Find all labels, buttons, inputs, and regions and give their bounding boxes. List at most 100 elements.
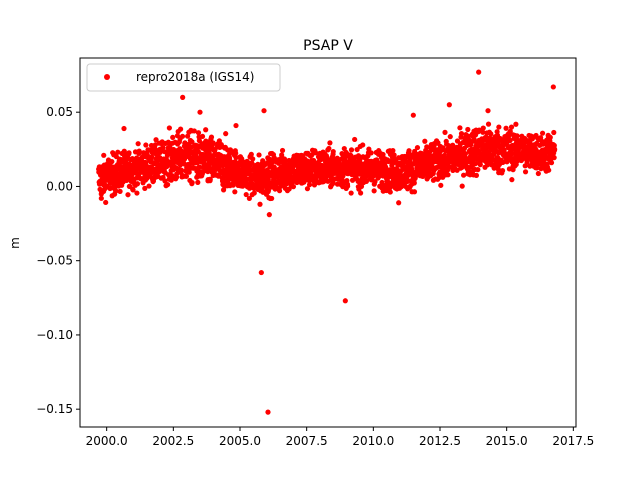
data-point [195,179,201,185]
data-point [406,148,412,154]
data-point-outlier [266,212,272,218]
data-point [507,128,513,134]
data-point [472,161,478,167]
data-point [160,144,166,151]
data-point [360,142,366,148]
data-point [546,167,552,173]
data-point-outlier [257,201,263,207]
data-point [462,151,468,157]
data-point [136,148,142,154]
data-point [438,182,444,188]
data-point-outlier [396,200,402,206]
data-point [458,130,465,137]
data-point [500,159,506,165]
data-point [514,133,520,139]
data-point [223,131,229,137]
data-point-outlier [342,298,348,304]
data-point-outlier [446,102,452,108]
data-point [447,134,453,140]
y-tick-label: 0.05 [46,105,73,119]
data-point [279,147,286,154]
data-point [162,178,168,184]
data-point [442,129,448,135]
data-point [189,139,195,145]
data-point [126,150,132,156]
data-point [551,155,557,161]
data-point [345,183,351,189]
data-point [445,172,451,178]
legend-marker [104,74,110,80]
data-point [174,171,180,177]
data-point [276,188,283,194]
data-point-outlier [233,122,239,129]
data-point [115,149,121,155]
data-point [372,179,378,185]
y-tick-label: 0.00 [46,179,73,193]
data-point [117,188,123,194]
x-tick-label: 2007.5 [286,434,328,448]
data-point [165,182,171,188]
x-tick-label: 2017.5 [552,434,594,448]
data-point [330,179,336,186]
data-point [166,125,172,131]
data-point [535,170,541,177]
data-point [521,143,528,149]
data-point [248,151,254,157]
x-tick-label: 2012.5 [419,434,461,448]
data-point [390,147,396,154]
data-point-outlier [485,108,491,114]
data-point [191,128,197,134]
data-point [358,183,365,189]
data-point-outlier [261,108,267,114]
data-point [290,184,297,190]
data-point [265,187,272,193]
data-point [552,146,558,152]
data-point [496,124,502,130]
data-point [153,137,159,143]
data-point [269,195,275,202]
data-point [250,156,256,162]
data-point [178,126,184,132]
data-point-outlier [197,109,203,115]
data-point-outlier [265,409,271,415]
data-point [232,189,238,195]
data-point [352,136,358,143]
data-point-outlier [180,94,186,100]
data-point [507,137,513,144]
data-point [149,154,155,160]
data-point [465,126,471,133]
data-point [427,149,433,155]
data-point [146,183,152,189]
data-point [185,133,191,139]
data-point [368,150,374,156]
data-point [459,183,465,189]
data-point [195,130,202,136]
plot-frame [79,57,577,428]
data-point [480,125,486,131]
legend: repro2018a (IGS14) [86,63,281,92]
data-point [391,152,397,158]
data-point [103,199,109,206]
data-point [547,134,553,140]
y-tick-label: −0.10 [36,328,73,342]
data-point [488,131,494,137]
data-point [499,167,506,174]
data-point [135,141,141,147]
data-point [501,147,507,153]
data-point [371,188,377,194]
data-point [327,140,333,146]
data-point [243,191,249,198]
data-point [411,189,418,195]
data-point [142,185,148,191]
data-point-outlier [98,195,104,201]
data-point [134,190,140,196]
data-point [508,124,515,130]
y-axis: 0.05 0.00 −0.05 −0.10 −0.15 [36,105,80,416]
data-point [313,150,319,156]
data-point [125,192,131,198]
data-point [477,162,483,168]
data-point [468,142,474,148]
data-point [380,151,386,158]
data-point [503,125,509,131]
data-point [475,167,481,173]
